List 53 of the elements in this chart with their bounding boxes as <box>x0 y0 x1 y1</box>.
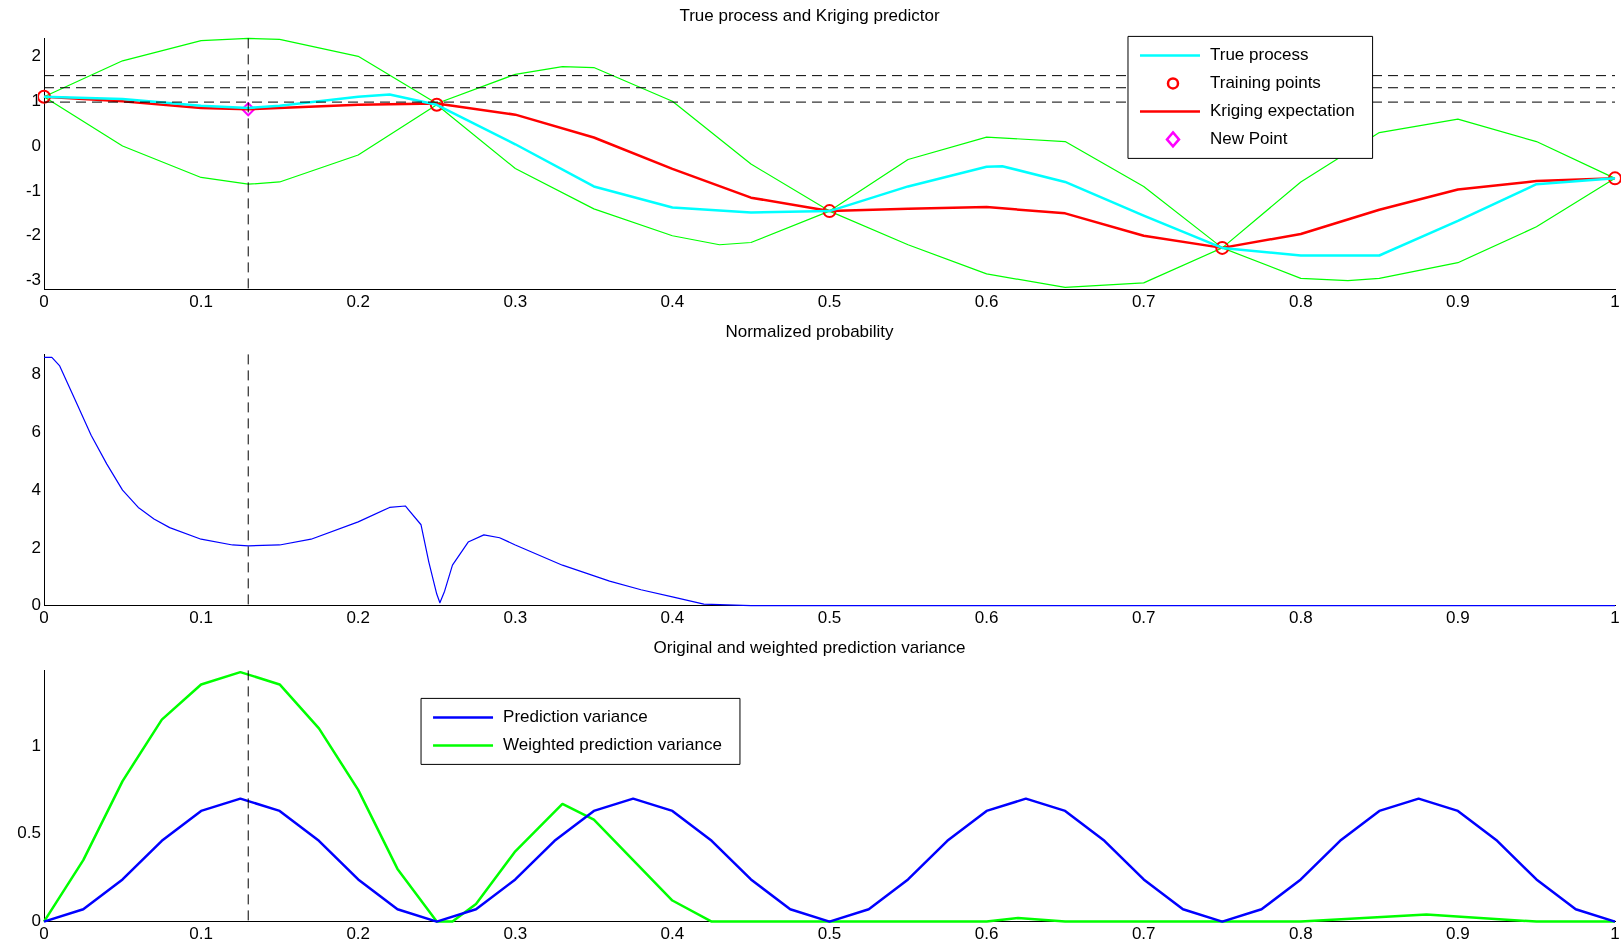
legend-label: Weighted prediction variance <box>503 735 722 755</box>
x-tick-label: 0.9 <box>1446 924 1470 944</box>
y-tick-label: 8 <box>31 364 41 384</box>
x-tick-label: 0.6 <box>974 608 999 628</box>
x-tick-label: 0.4 <box>660 924 685 944</box>
y-tick-label: 0 <box>31 135 41 155</box>
x-tick-label: 0.2 <box>346 292 371 312</box>
x-tick-label: 0.3 <box>503 608 528 628</box>
y-tick-label: 1 <box>31 735 41 755</box>
x-tick-label: 1 <box>1610 292 1620 312</box>
y-tick-label: 4 <box>31 479 41 499</box>
y-tick-label: 2 <box>31 46 41 66</box>
x-tick-label: 0.5 <box>817 608 842 628</box>
y-tick-label: 6 <box>31 422 41 442</box>
x-tick-label: 0.3 <box>503 924 528 944</box>
x-tick-label: 0.1 <box>189 292 213 312</box>
legend-label: Kriging expectation <box>1209 101 1355 121</box>
x-tick-label: 0.5 <box>817 924 842 944</box>
x-tick-label: 0.8 <box>1288 292 1313 312</box>
y-tick-label: 0 <box>31 595 41 615</box>
legend-label: Prediction variance <box>503 707 648 727</box>
x-tick-label: 0.1 <box>189 608 213 628</box>
y-tick-label: 0.5 <box>17 823 41 843</box>
x-tick-label: 0.5 <box>817 292 842 312</box>
x-tick-label: 0.2 <box>346 608 371 628</box>
legend-label: New Point <box>1209 129 1288 149</box>
y-tick-label: -2 <box>25 225 41 245</box>
chart-title: Original and weighted prediction variance <box>653 637 966 657</box>
x-tick-label: 0.1 <box>189 924 213 944</box>
x-tick-label: 0.6 <box>974 924 999 944</box>
x-tick-label: 0.8 <box>1288 924 1313 944</box>
legend-label: True process <box>1209 45 1309 65</box>
x-tick-label: 0.2 <box>346 924 371 944</box>
chart-title: Normalized probability <box>725 321 895 341</box>
y-tick-label: -3 <box>25 270 41 290</box>
y-tick-label: 2 <box>31 537 41 557</box>
x-tick-label: 0.9 <box>1446 292 1470 312</box>
x-tick-label: 0.8 <box>1288 608 1313 628</box>
x-tick-label: 0.7 <box>1131 292 1156 312</box>
y-tick-label: 0 <box>31 911 41 931</box>
chart-title: True process and Kriging predictor <box>679 5 940 25</box>
x-tick-label: 0.9 <box>1446 608 1470 628</box>
x-tick-label: 0.7 <box>1131 608 1156 628</box>
x-tick-label: 1 <box>1610 608 1620 628</box>
y-tick-label: 1 <box>31 90 41 110</box>
x-tick-label: 0.3 <box>503 292 528 312</box>
legend-label: Training points <box>1209 73 1321 93</box>
x-tick-label: 0.6 <box>974 292 999 312</box>
x-tick-label: 1 <box>1610 924 1620 944</box>
x-tick-label: 0.4 <box>660 608 685 628</box>
x-tick-label: 0.7 <box>1131 924 1156 944</box>
y-tick-label: -1 <box>25 180 41 200</box>
x-tick-label: 0.4 <box>660 292 685 312</box>
